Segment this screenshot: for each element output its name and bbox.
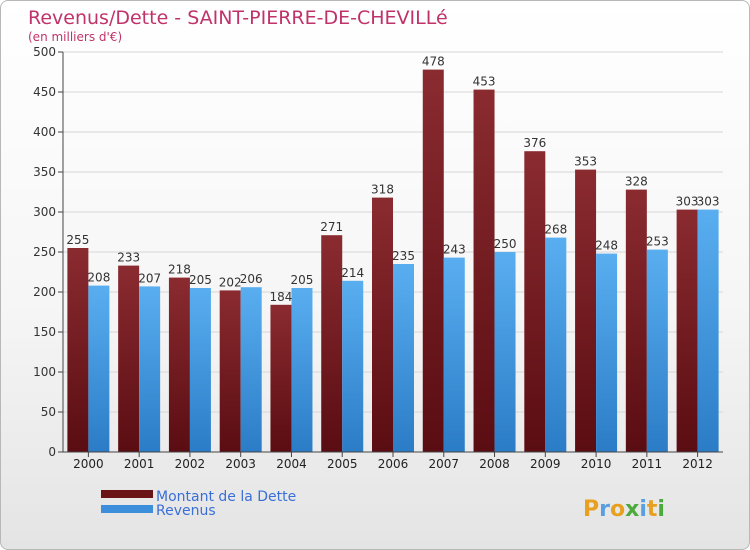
y-tick-label-500: 500 [33,45,56,59]
y-tick-label-50: 50 [41,405,56,419]
bar-dette-2001 [118,265,140,452]
y-tick-label-200: 200 [33,285,56,299]
value-label-revenus-2002: 205 [189,273,212,287]
value-label-dette-2004: 184 [270,290,293,304]
bar-revenus-2003 [240,287,262,452]
value-label-revenus-2012: 303 [697,195,720,209]
x-tick-label-2009: 2009 [530,457,561,471]
bar-dette-2004 [270,304,292,452]
value-label-dette-2009: 376 [523,136,546,150]
value-label-revenus-2003: 206 [240,272,263,286]
x-tick-label-2005: 2005 [327,457,358,471]
y-tick-label-250: 250 [33,245,56,259]
y-tick-label-100: 100 [33,365,56,379]
value-label-revenus-2004: 205 [291,273,314,287]
bar-revenus-2010 [596,253,618,452]
value-label-revenus-2000: 208 [87,271,110,285]
x-tick-label-2001: 2001 [124,457,155,471]
logo-text: Proxiti [583,497,665,522]
x-tick-label-2003: 2003 [225,457,256,471]
x-tick-label-2011: 2011 [632,457,663,471]
legend-swatch-revenus [101,505,153,513]
bar-revenus-2011 [646,249,668,452]
bar-dette-2000 [67,248,89,452]
value-label-revenus-2005: 214 [341,266,364,280]
y-tick-label-300: 300 [33,205,56,219]
value-label-dette-2012: 303 [676,195,699,209]
y-tick-label-350: 350 [33,165,56,179]
bar-revenus-2005 [342,280,364,452]
bars [67,69,719,452]
x-tick-label-2012: 2012 [682,457,713,471]
x-tick-label-2007: 2007 [428,457,459,471]
x-axis-ticks: 2000 2001 2002 2003 2004 2005 2006 2007 2008 2009… [73,452,713,471]
bar-revenus-2007 [443,257,465,452]
y-axis-ticks: 0 50 100 150 200 250 300 350 400 450 500 [33,45,63,459]
bar-revenus-2006 [393,264,414,452]
y-tick-label-150: 150 [33,325,56,339]
legend-label-dette: Montant de la Dette [156,489,296,505]
x-tick-label-2000: 2000 [73,457,104,471]
value-label-dette-2001: 233 [117,251,140,265]
value-label-dette-2003: 202 [219,275,242,289]
x-tick-label-2002: 2002 [175,457,206,471]
legend-swatch-dette [101,490,153,498]
bar-revenus-2012 [697,209,719,452]
bar-dette-2008 [473,89,495,452]
bar-revenus-2001 [139,286,161,452]
value-label-dette-2006: 318 [371,183,394,197]
value-label-dette-2011: 328 [625,175,648,189]
value-label-dette-2000: 255 [66,233,89,247]
bar-dette-2011 [625,189,647,452]
value-label-revenus-2008: 250 [494,237,517,251]
value-label-revenus-2009: 268 [544,223,567,237]
chart-title: Revenus/Dette - SAINT-PIERRE-DE-CHEVILLé [28,7,448,29]
x-tick-label-2004: 2004 [276,457,307,471]
bar-revenus-2002 [189,288,211,452]
bar-dette-2009 [524,151,546,452]
y-tick-label-0: 0 [48,445,56,459]
bar-dette-2006 [372,197,393,452]
value-label-revenus-2011: 253 [646,235,669,249]
legend: Montant de la Dette Revenus [101,489,296,519]
legend-label-revenus: Revenus [156,503,216,519]
value-label-dette-2008: 453 [473,75,496,89]
value-label-revenus-2006: 235 [392,249,415,263]
bar-dette-2007 [422,69,444,452]
value-label-dette-2005: 271 [320,220,343,234]
value-label-dette-2002: 218 [168,263,191,277]
bar-dette-2003 [219,290,241,452]
bar-dette-2010 [575,169,597,452]
y-tick-label-400: 400 [33,125,56,139]
bar-revenus-2008 [494,252,516,452]
bar-revenus-2000 [88,285,110,452]
value-label-dette-2007: 478 [422,55,445,69]
chart-subtitle: (en milliers d'€) [28,30,122,44]
x-tick-label-2008: 2008 [479,457,510,471]
x-tick-label-2010: 2010 [581,457,612,471]
value-label-revenus-2001: 207 [138,271,161,285]
bar-dette-2002 [168,277,190,452]
value-label-revenus-2007: 243 [443,243,466,257]
proxiti-logo: Proxiti [583,497,665,522]
bar-revenus-2004 [291,288,313,452]
value-label-dette-2010: 353 [574,155,597,169]
bar-dette-2012 [676,209,698,452]
value-label-revenus-2010: 248 [595,239,618,253]
bar-dette-2005 [321,235,343,452]
x-tick-label-2006: 2006 [378,457,409,471]
bar-revenus-2009 [545,237,567,452]
y-tick-label-450: 450 [33,85,56,99]
